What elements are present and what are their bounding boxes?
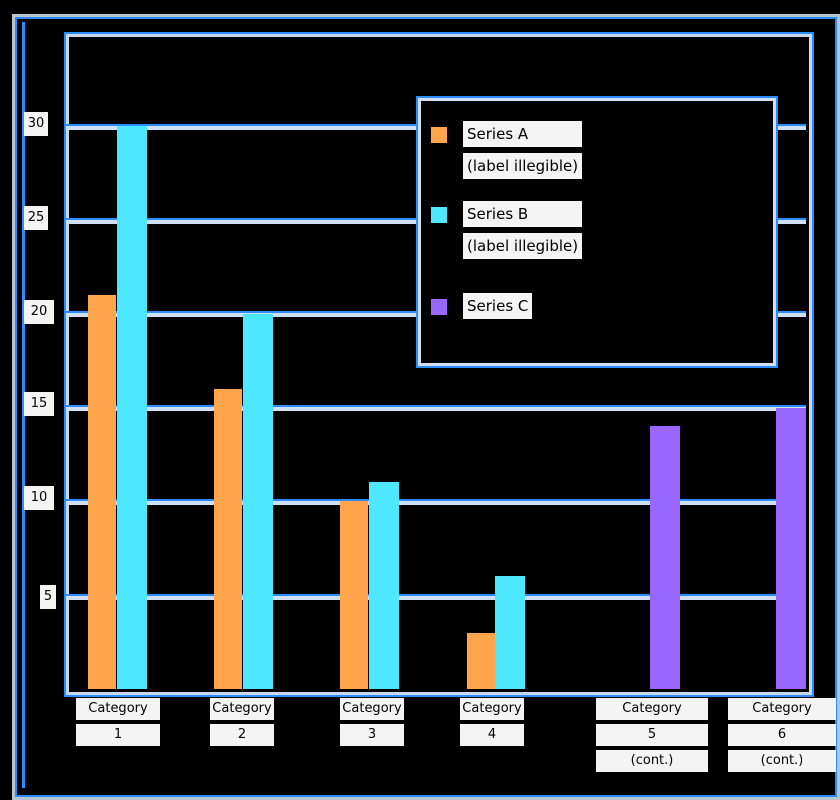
ytick-label: 30	[24, 112, 48, 136]
legend: Series A (label illegible) Series B (lab…	[418, 98, 776, 366]
bar-series-a-cat2	[214, 389, 242, 689]
bar-series-b-cat1	[117, 126, 147, 689]
bar-series-b-cat3	[369, 482, 399, 689]
xtick-label-cat2: Category 2	[210, 694, 274, 750]
legend-swatch-purple	[431, 299, 447, 315]
legend-label: (label illegible)	[463, 153, 583, 179]
xtick-line: (cont.)	[728, 750, 836, 772]
bar-series-c-cat5	[650, 426, 680, 689]
bar-series-a-cat4	[467, 633, 495, 689]
legend-swatch-cyan	[431, 207, 447, 223]
ytick-label: 25	[24, 206, 48, 230]
legend-label: Series B	[463, 201, 583, 227]
xtick-line: 2	[210, 724, 274, 746]
bar-series-a-cat3	[340, 501, 368, 689]
legend-item-series-b: Series B (label illegible)	[431, 201, 583, 265]
ytick-label: 10	[24, 486, 54, 510]
xtick-line: (cont.)	[596, 750, 708, 772]
legend-label: (label illegible)	[463, 233, 583, 259]
bar-series-a-cat1	[88, 295, 116, 689]
chart-frame	[12, 14, 840, 800]
legend-item-series-c: Series C	[431, 293, 533, 325]
xtick-line: Category	[76, 698, 160, 720]
bar-series-c-cat6	[776, 408, 806, 689]
gridline-10	[66, 499, 806, 505]
xtick-line: 1	[76, 724, 160, 746]
xtick-line: 3	[340, 724, 404, 746]
xtick-line: Category	[460, 698, 524, 720]
bar-series-b-cat2	[243, 314, 273, 689]
gridline-15	[66, 405, 806, 411]
xtick-label-cat6: Category 6 (cont.)	[728, 694, 836, 776]
gridline-5	[66, 594, 806, 600]
xtick-line: Category	[728, 698, 836, 720]
legend-item-series-a: Series A (label illegible)	[431, 121, 583, 185]
xtick-label-cat3: Category 3	[340, 694, 404, 750]
xtick-line: Category	[210, 698, 274, 720]
plot-area	[66, 34, 812, 695]
xtick-label-cat4: Category 4	[460, 694, 524, 750]
xtick-line: Category	[340, 698, 404, 720]
bar-series-b-cat4	[495, 576, 525, 689]
xtick-line: 4	[460, 724, 524, 746]
ytick-label: 20	[24, 300, 54, 324]
legend-label: Series A	[463, 121, 583, 147]
legend-label: Series C	[463, 293, 533, 319]
chart-inner-border	[22, 22, 831, 788]
xtick-line: 6	[728, 724, 836, 746]
ytick-label: 5	[40, 585, 56, 609]
xtick-line: 5	[596, 724, 708, 746]
xtick-label-cat5: Category 5 (cont.)	[596, 694, 708, 776]
xtick-label-cat1: Category 1	[76, 694, 160, 750]
legend-swatch-orange	[431, 127, 447, 143]
ytick-label: 15	[24, 392, 54, 416]
xtick-line: Category	[596, 698, 708, 720]
